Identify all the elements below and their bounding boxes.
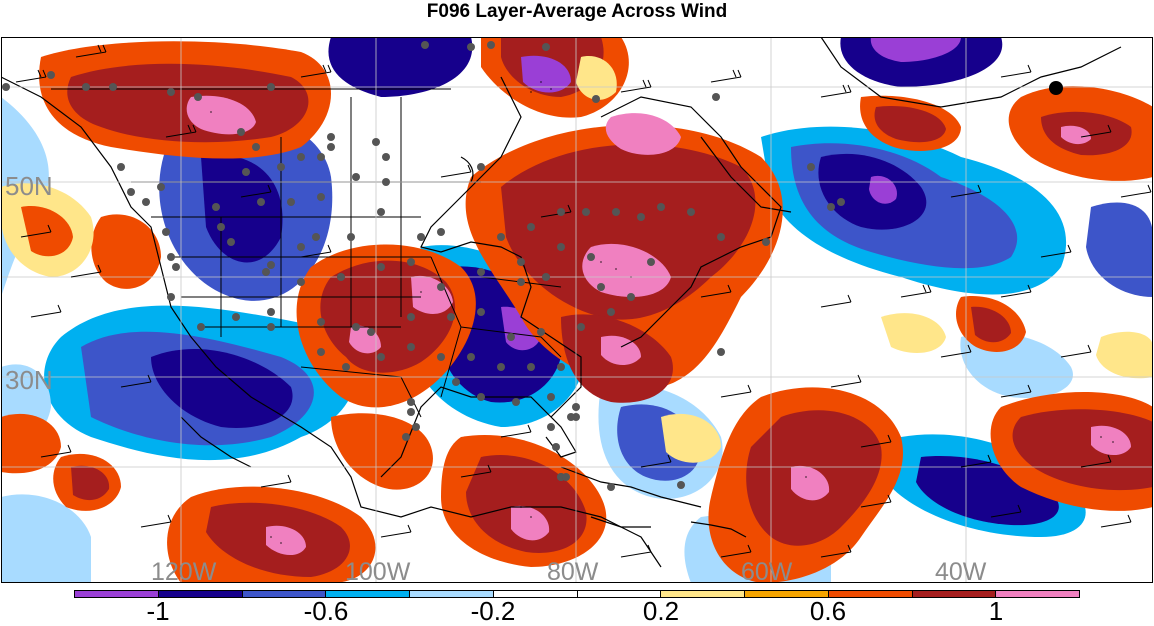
wind-map-panel: 50N 30N 120W 100W 80W 60W 40W	[1, 37, 1153, 583]
colorbar-segment	[410, 591, 494, 597]
longitude-labels: 120W 100W 80W 60W 40W	[151, 558, 987, 583]
colorbar-segment	[577, 591, 662, 597]
lon-label-100w: 100W	[345, 558, 411, 583]
map-title: F096 Layer-Average Across Wind	[426, 1, 728, 22]
lon-label-40w: 40W	[935, 558, 987, 583]
map-frame	[1, 37, 1153, 583]
colorbar-segment	[828, 591, 913, 597]
lon-label-60w: 60W	[741, 558, 793, 583]
colorbar-segment	[326, 591, 410, 597]
colorbar-segment	[242, 591, 327, 597]
observation-stations	[2, 41, 845, 491]
colorbar-label-neg06: -0.6	[303, 596, 349, 626]
colorbar-segment	[493, 591, 578, 597]
wind-barbs	[15, 44, 1152, 558]
colorbar-label-06: 0.6	[809, 596, 847, 626]
color-scale-bar	[74, 590, 1080, 598]
colorbar-segment	[661, 591, 745, 597]
across-wind-field	[1, 37, 1153, 583]
state-borders	[51, 88, 562, 418]
colorbar-label-neg02: -0.2	[470, 596, 516, 626]
colorbar-segment	[912, 591, 997, 597]
colorbar-segment	[158, 591, 243, 597]
colorbar-segment	[996, 591, 1079, 597]
highlight-station-marker	[1049, 81, 1063, 95]
colorbar-segment	[745, 591, 829, 597]
colorbar-label-02: 0.2	[642, 596, 680, 626]
latitude-labels: 50N 30N	[5, 171, 53, 395]
colorbar-label-1: 1	[988, 596, 1004, 626]
lon-label-120w: 120W	[151, 558, 217, 583]
lat-label-50n: 50N	[5, 171, 53, 201]
lon-label-80w: 80W	[547, 558, 599, 583]
colorbar-segment	[75, 591, 159, 597]
lat-label-30n: 30N	[5, 365, 53, 395]
colorbar-label-neg1: -1	[146, 596, 170, 626]
